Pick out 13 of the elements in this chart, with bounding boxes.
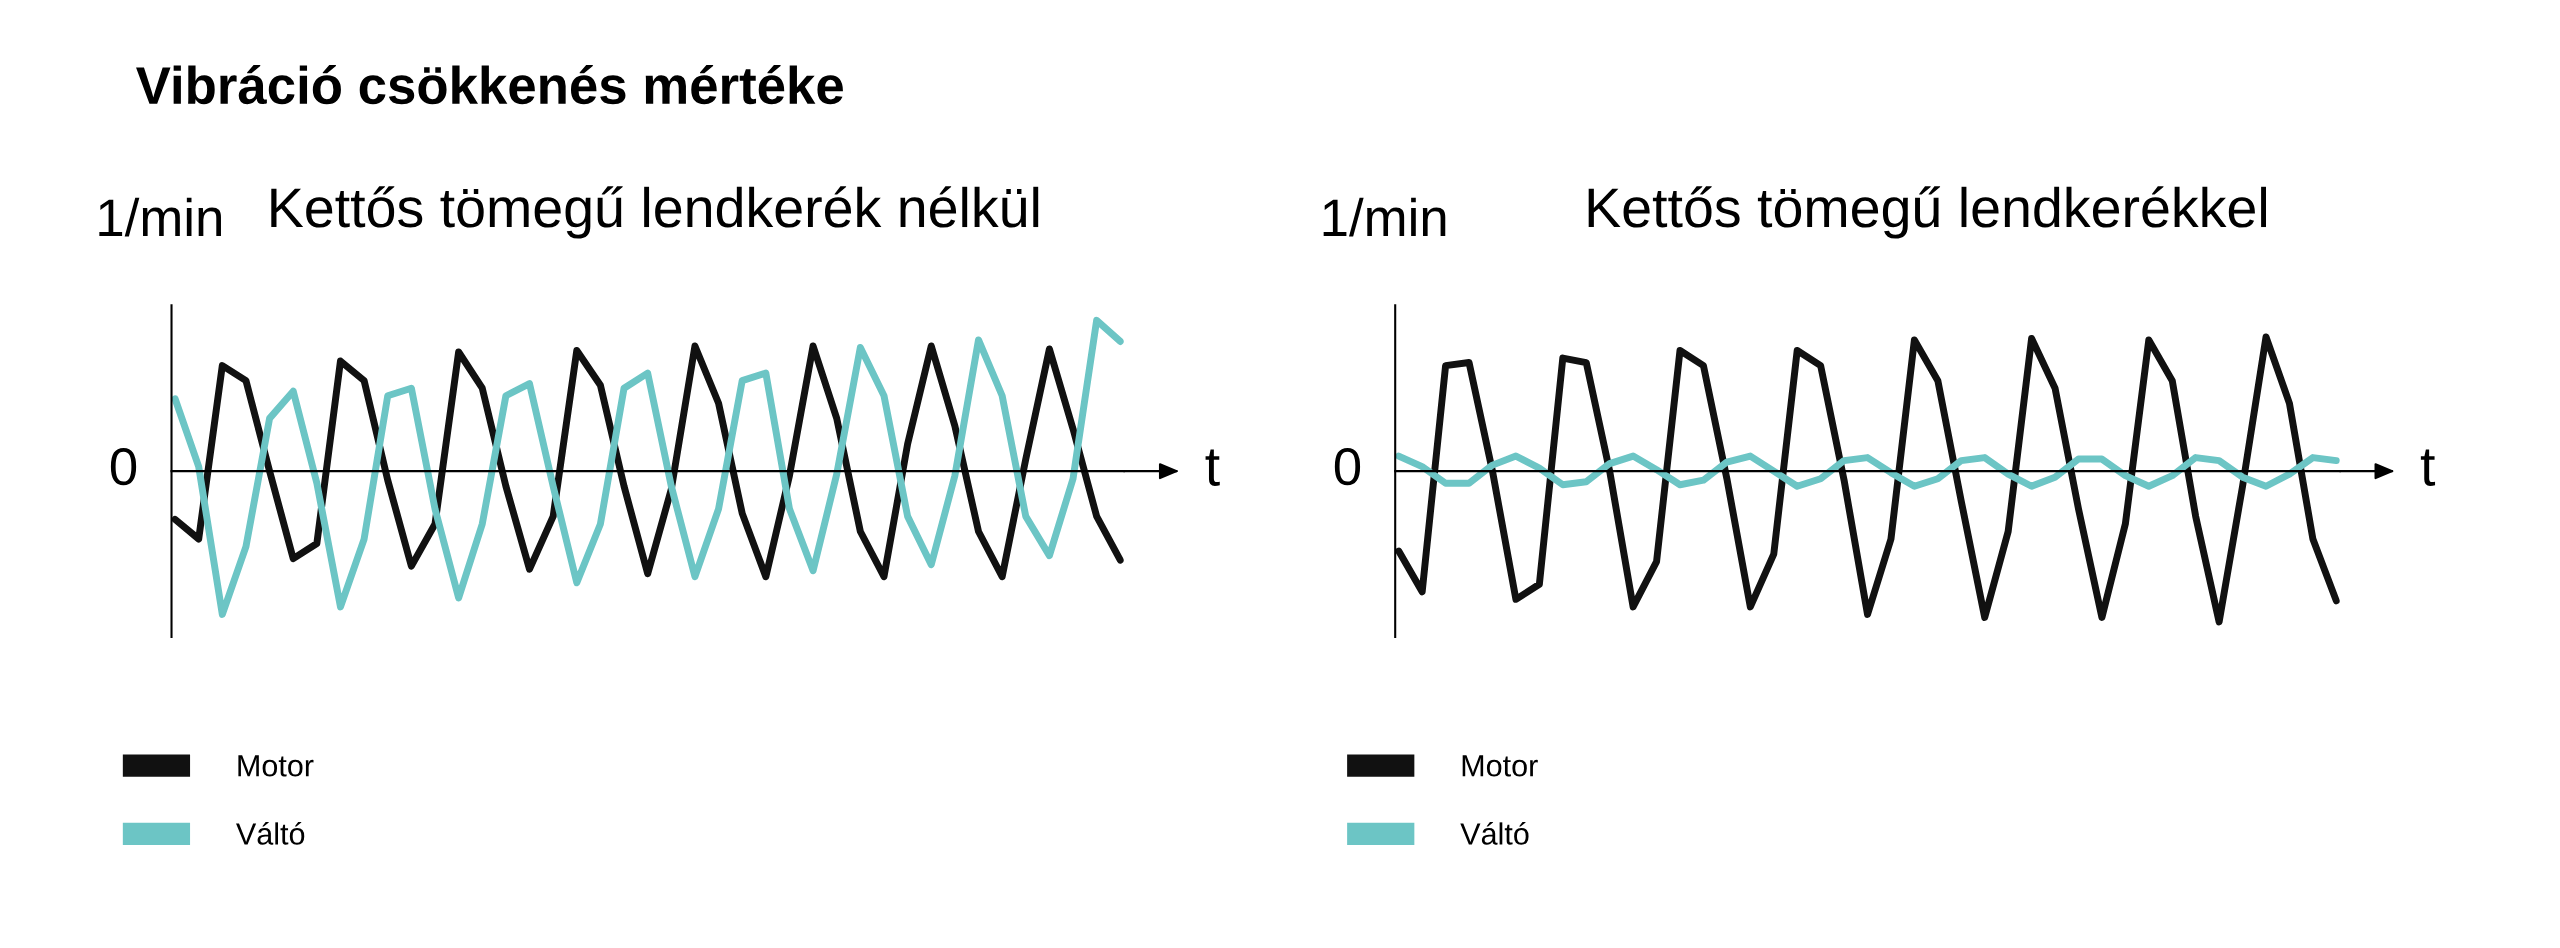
text: 0 (110, 447, 137, 486)
legend-label: Motor (238, 755, 314, 777)
chart-title: Vibráció csökkenés mértéke (136, 65, 843, 105)
y-axis-title: 1/min (1323, 197, 1446, 237)
legend-label: Váltó (1460, 821, 1529, 845)
legend-label: Motor (1462, 755, 1538, 777)
text: 0 (1334, 447, 1361, 486)
chart-subtitle: Kettős tömegű lendkerék nélkül (271, 186, 1039, 239)
x-axis-title: t (2420, 449, 2436, 486)
y-axis-title: 1/min (99, 197, 221, 237)
x-axis-title: t (1205, 449, 1220, 486)
legend-label: Váltó (236, 821, 305, 845)
chart-subtitle: Kettős tömegű lendkerékkel (1588, 186, 2266, 239)
